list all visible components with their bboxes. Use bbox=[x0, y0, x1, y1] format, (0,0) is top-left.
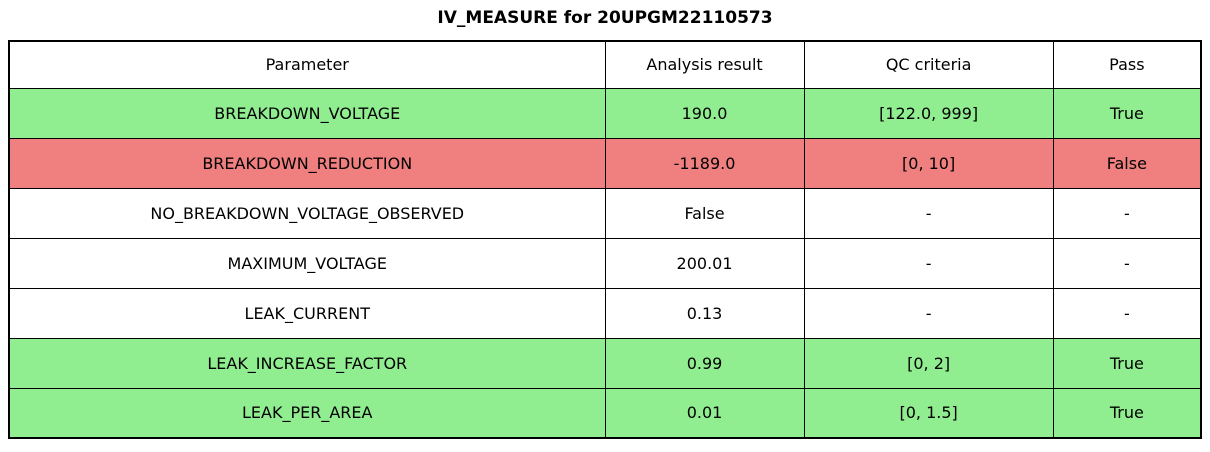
table-row: LEAK_PER_AREA 0.01 [0, 1.5] True bbox=[8, 387, 1202, 439]
column-header-analysis-result: Analysis result bbox=[604, 40, 805, 89]
parameter-cell: BREAKDOWN_REDUCTION bbox=[8, 137, 606, 189]
column-header-parameter: Parameter bbox=[8, 40, 606, 89]
table-row: BREAKDOWN_REDUCTION -1189.0 [0, 10] False bbox=[8, 137, 1202, 189]
header-row: Parameter Analysis result QC criteria Pa… bbox=[8, 40, 1202, 89]
result-cell: False bbox=[604, 187, 805, 239]
result-cell: -1189.0 bbox=[604, 137, 805, 189]
table-row: MAXIMUM_VOLTAGE 200.01- - bbox=[8, 237, 1202, 289]
result-cell: 0.13 bbox=[604, 287, 805, 339]
table-body: BREAKDOWN_VOLTAGE 190.0 [122.0, 999] True BR… bbox=[8, 87, 1202, 439]
table-row: NO_BREAKDOWN_VOLTAGE_OBSERVED False - - bbox=[8, 187, 1202, 239]
result-cell: 200.01 bbox=[604, 237, 805, 289]
pass-cell: True bbox=[1052, 87, 1202, 139]
criteria-cell: - bbox=[803, 187, 1054, 239]
pass-cell: True bbox=[1052, 387, 1202, 439]
criteria-cell: - bbox=[803, 237, 1054, 289]
column-header-pass: Pass bbox=[1052, 40, 1202, 89]
table-row: LEAK_INCREASE_FACTOR 0.99 [0, 2] True bbox=[8, 337, 1202, 389]
result-cell: 190.0 bbox=[604, 87, 805, 139]
parameter-cell: LEAK_PER_AREA bbox=[8, 387, 606, 439]
parameter-cell: BREAKDOWN_VOLTAGE bbox=[8, 87, 606, 139]
pass-cell: - bbox=[1052, 237, 1202, 289]
result-cell: 0.99 bbox=[604, 337, 805, 389]
criteria-cell: [0, 1.5] bbox=[803, 387, 1054, 439]
figure-title: IV_MEASURE for 20UPGM22110573 bbox=[437, 8, 773, 28]
pass-cell: - bbox=[1052, 187, 1202, 239]
pass-cell: - bbox=[1052, 287, 1202, 339]
parameter-cell: LEAK_CURRENT bbox=[8, 287, 606, 339]
table-row: LEAK_CURRENT 0.13- - bbox=[8, 287, 1202, 339]
qc-results-table: Parameter Analysis result QC criteria Pa… bbox=[8, 40, 1202, 439]
table-row: BREAKDOWN_VOLTAGE 190.0 [122.0, 999] True bbox=[8, 87, 1202, 139]
result-cell: 0.01 bbox=[604, 387, 805, 439]
pass-cell: False bbox=[1052, 137, 1202, 189]
pass-cell: True bbox=[1052, 337, 1202, 389]
column-header-qc-criteria: QC criteria bbox=[803, 40, 1054, 89]
parameter-cell: LEAK_INCREASE_FACTOR bbox=[8, 337, 606, 389]
parameter-cell: NO_BREAKDOWN_VOLTAGE_OBSERVED bbox=[8, 187, 606, 239]
parameter-cell: MAXIMUM_VOLTAGE bbox=[8, 237, 606, 289]
criteria-cell: [122.0, 999] bbox=[803, 87, 1054, 139]
criteria-cell: [0, 2] bbox=[803, 337, 1054, 389]
criteria-cell: [0, 10] bbox=[803, 137, 1054, 189]
criteria-cell: - bbox=[803, 287, 1054, 339]
